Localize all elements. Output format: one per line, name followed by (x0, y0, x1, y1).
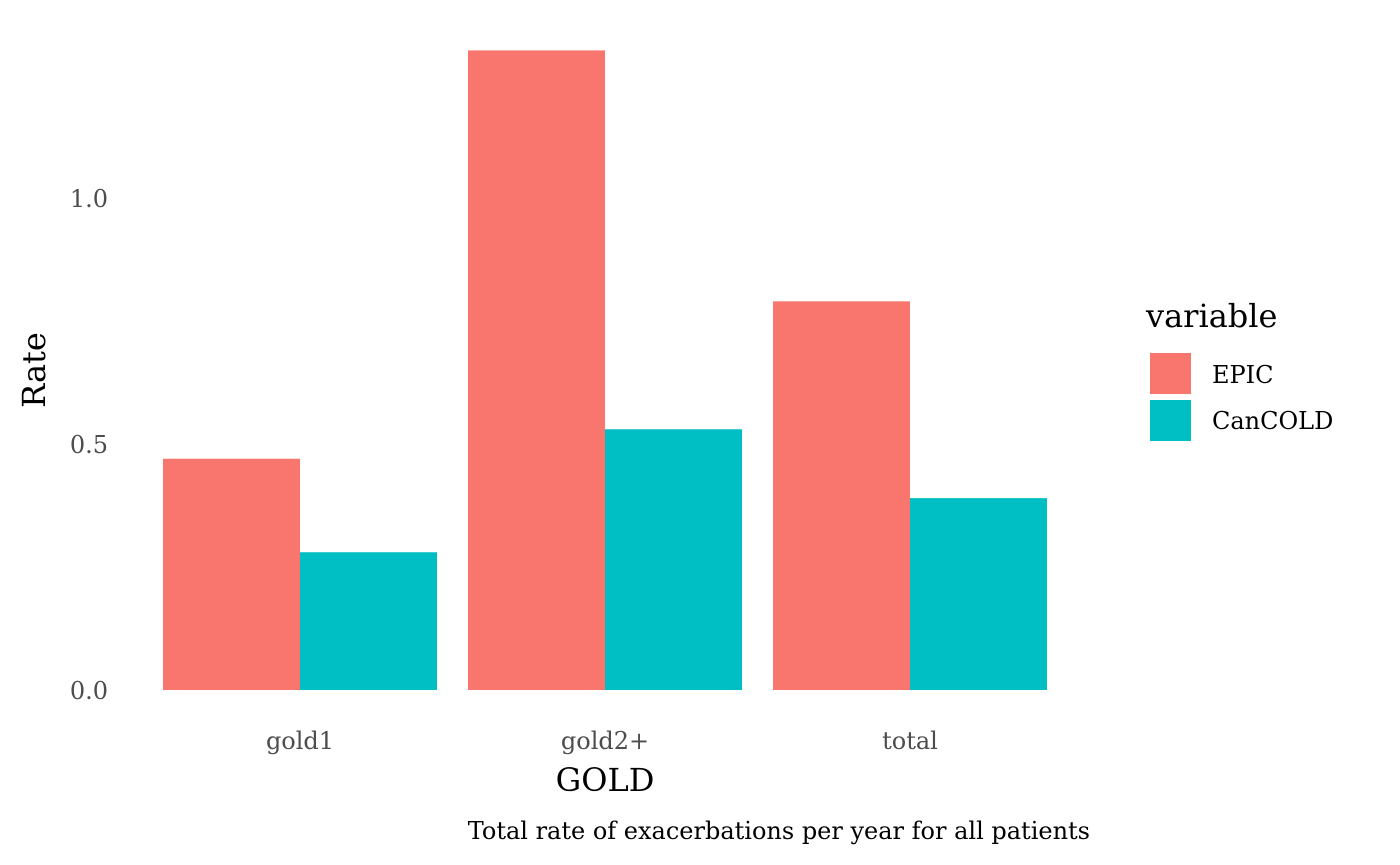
bar-epic-total (773, 301, 910, 690)
y-axis-title: Rate (15, 332, 53, 408)
bar-groups (163, 50, 1047, 690)
x-axis-title: GOLD (556, 761, 655, 799)
y-tick-label: 1.0 (70, 185, 108, 213)
x-tick-label: total (882, 727, 938, 755)
legend: variable EPIC CanCOLD (1145, 297, 1333, 441)
legend-label-cancold: CanCOLD (1212, 407, 1333, 435)
chart-caption: Total rate of exacerbations per year for… (468, 817, 1090, 845)
bar-epic-gold1 (163, 458, 300, 690)
x-tick-label: gold1 (266, 727, 334, 755)
bar-cancold-gold1 (300, 552, 437, 690)
x-axis-ticks: gold1 gold2+ total (266, 727, 938, 755)
legend-swatch-epic (1150, 353, 1191, 394)
legend-label-epic: EPIC (1212, 361, 1274, 389)
bar-cancold-gold2 (605, 429, 742, 690)
bar-cancold-total (910, 498, 1047, 690)
legend-swatch-cancold (1150, 400, 1191, 441)
bar-epic-gold2 (468, 50, 605, 690)
x-tick-label: gold2+ (561, 727, 649, 755)
y-axis-ticks: 0.0 0.5 1.0 (70, 185, 108, 705)
legend-title: variable (1145, 297, 1277, 335)
y-tick-label: 0.5 (70, 431, 108, 459)
y-tick-label: 0.0 (70, 677, 108, 705)
